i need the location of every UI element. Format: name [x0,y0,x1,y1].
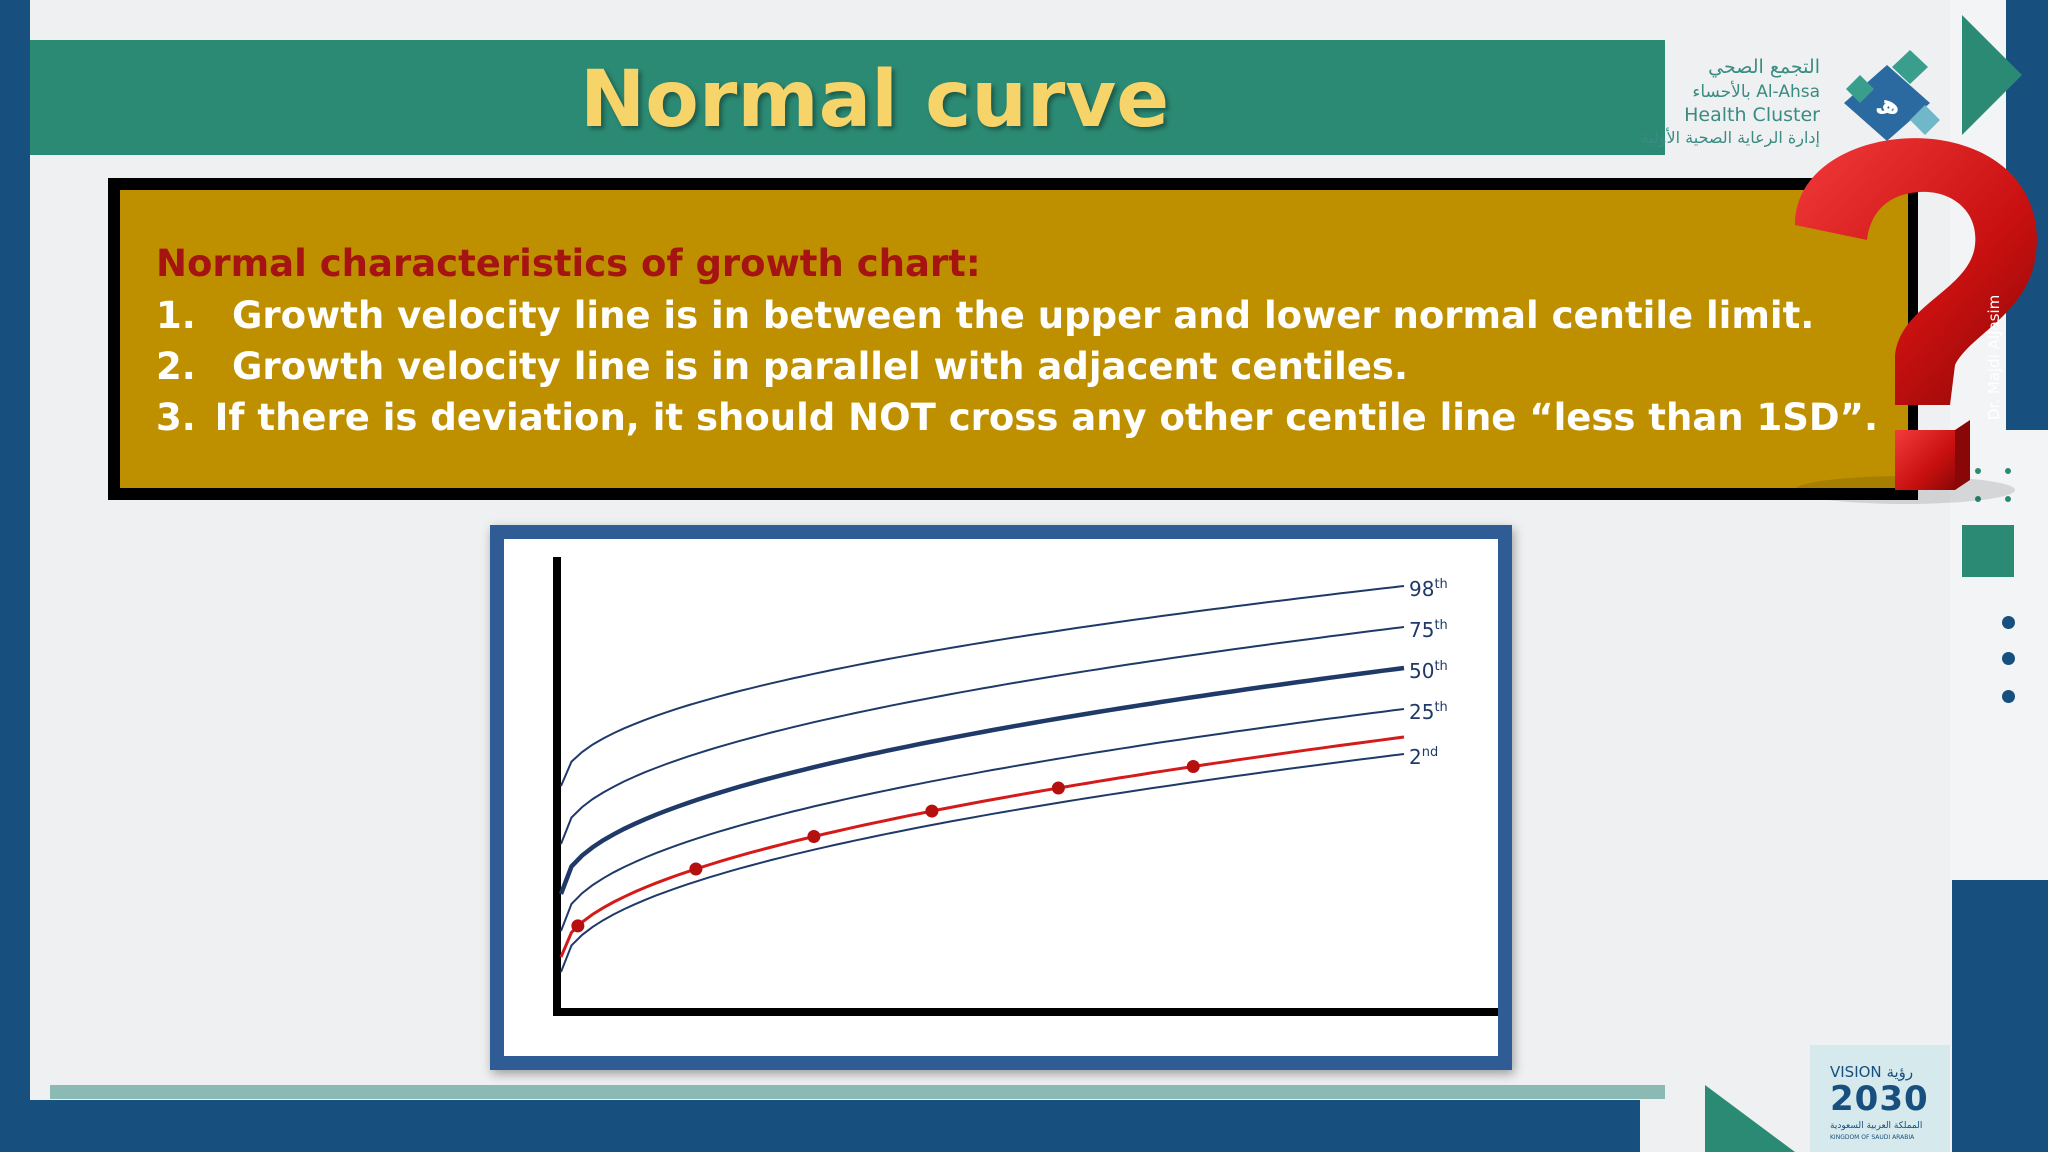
patient-point [571,919,585,933]
patient-point [925,804,939,818]
patient-point [1186,759,1200,773]
logo-text-ahsa: بالأحساء Al-Ahsa [1692,82,1820,102]
slide-title: Normal curve [580,55,1170,145]
growth-chart-frame: 98th 75th 50th 25th 2nd [490,525,1512,1070]
ahsa-health-cluster-logo-icon: ﮪ [1844,50,1940,141]
list-item: 3. If there is deviation, it should NOT … [156,392,1878,443]
list-item: 1. Growth velocity line is in between th… [156,290,1878,341]
list-item-number: 1. [156,294,196,337]
decor-dot [2002,690,2015,703]
vision-arabic: المملكة العربية السعودية [1830,1121,1923,1131]
list-item-text: Growth velocity line is in parallel with… [232,345,1409,388]
decorative-triangle-bottom [1705,1085,1795,1152]
logo-text-subtitle: إدارة الرعاية الصحية الأولية [1640,128,1821,147]
characteristics-box-inner: Normal characteristics of growth chart: … [120,190,1908,488]
list-item-text: Growth velocity line is in between the u… [232,294,1815,337]
list-item: 2. Growth velocity line is in parallel w… [156,341,1878,392]
centile-line-75 [560,626,1405,845]
decor-dot-small [2005,468,2011,474]
decorative-triangle [1962,15,2022,135]
decor-dot [2002,616,2015,629]
patient-point [807,830,821,844]
decor-dot-small [2005,496,2011,502]
centile-line-2 [560,753,1405,973]
centile-line-98 [560,585,1405,787]
author-credit: Dr. Majdi AlJasim [1985,295,2015,420]
svg-text:ﮪ: ﮪ [1875,90,1899,120]
left-frame-bar [0,0,30,1152]
list-item-text: If there is deviation, it should NOT cro… [214,396,1878,439]
centile-line-50 [558,665,1405,895]
logo-text-cluster: Health Cluster [1684,104,1820,126]
growth-chart: 98th 75th 50th 25th 2nd [504,539,1498,1056]
vision-label: VISION رؤية [1830,1063,1914,1081]
patient-point [689,862,703,876]
decor-dot-small [1975,496,1981,502]
list-item-number: 3. [156,396,196,439]
patient-point [1051,781,1065,795]
centile-label-50: 50th [1409,659,1448,683]
bottom-frame-bar [0,1100,1640,1152]
centile-line-25 [560,708,1405,932]
decorative-square [1962,525,2014,577]
health-cluster-logo: التجمع الصحي بالأحساء Al-Ahsa Health Clu… [1641,40,1950,160]
title-band [30,40,1665,155]
centile-label-75: 75th [1409,618,1448,642]
red-question-mark-icon [1795,138,2037,504]
centile-label-98: 98th [1409,577,1448,601]
characteristics-list: 1. Growth velocity line is in between th… [156,290,1878,443]
right-frame-bar-lower [1952,880,2048,1152]
vision-year: 2030 [1830,1079,1929,1119]
bottom-accent-strip [50,1085,1665,1099]
decor-dot [2002,652,2015,665]
vision-2030-badge: VISION رؤية 2030 المملكة العربية السعودي… [1810,1045,1950,1152]
vision-country: KINGDOM OF SAUDI ARABIA [1830,1134,1915,1141]
centile-label-2: 2nd [1409,745,1438,769]
logo-text-arabic: التجمع الصحي [1708,56,1820,78]
characteristics-heading: Normal characteristics of growth chart: [156,242,981,285]
centile-label-25: 25th [1409,700,1448,724]
decor-dot-small [1975,468,1981,474]
list-item-number: 2. [156,345,196,388]
characteristics-box: Normal characteristics of growth chart: … [108,178,1918,500]
